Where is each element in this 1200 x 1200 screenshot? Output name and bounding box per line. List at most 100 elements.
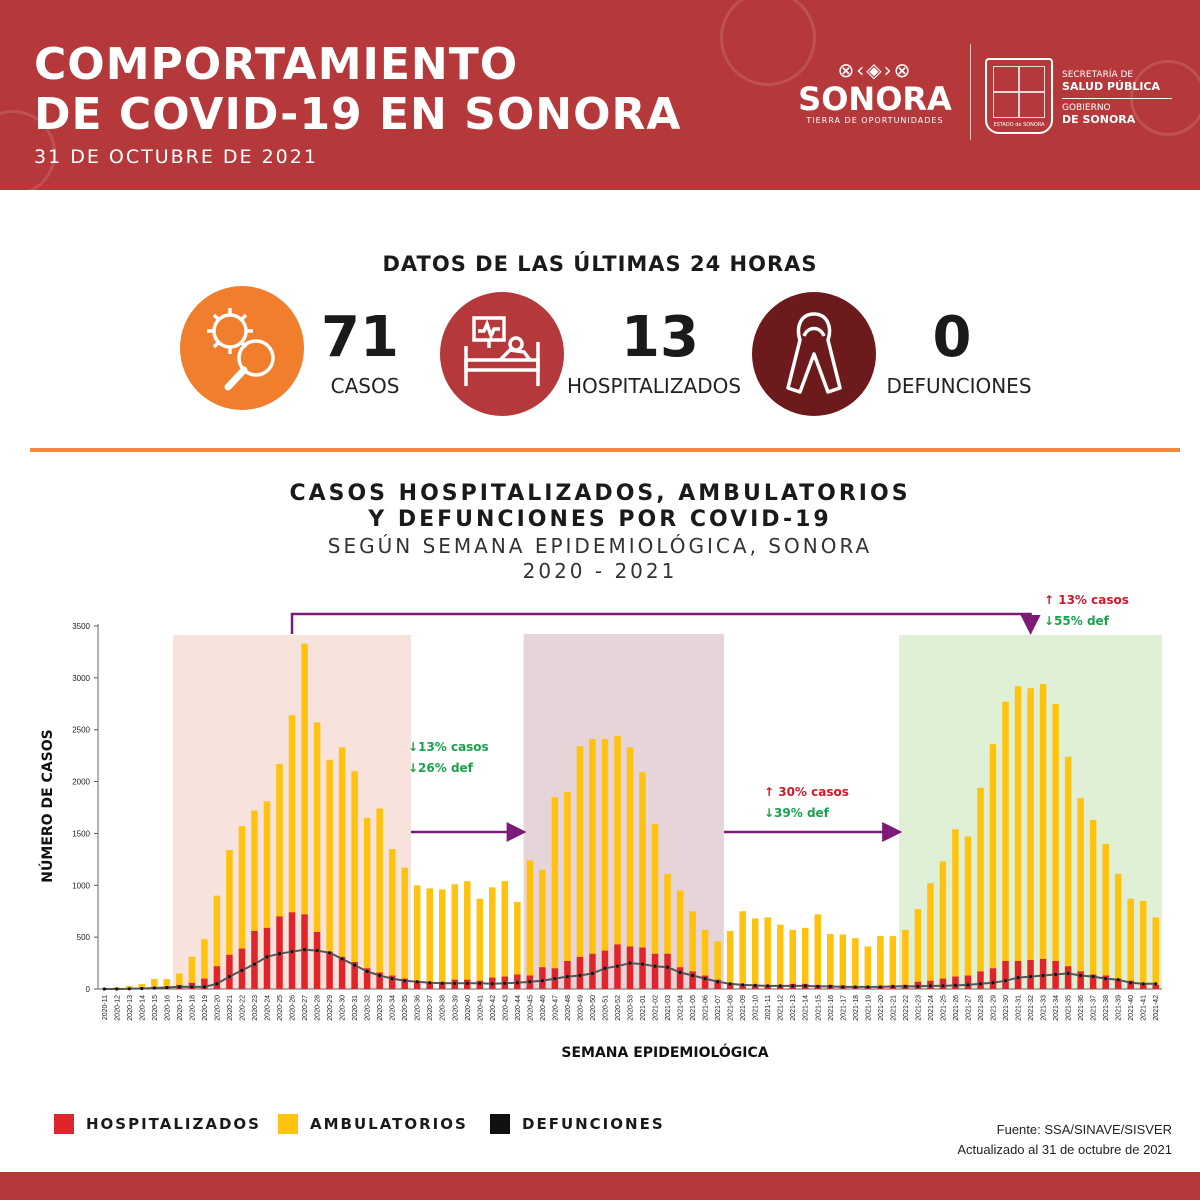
- x-tick-label: 2020-43: [502, 995, 509, 1021]
- bar-ambulatorios: [852, 938, 859, 986]
- bar-hospitalizados: [226, 954, 233, 989]
- bar-ambulatorios: [539, 869, 546, 968]
- annotation-casos-1: ↓13% casos: [408, 740, 489, 754]
- point-defunciones: [240, 968, 244, 972]
- point-defunciones: [102, 987, 106, 991]
- x-tick-label: 2020-23: [252, 995, 259, 1021]
- bar-ambulatorios: [589, 739, 596, 954]
- y-tick-label: 3500: [72, 622, 90, 631]
- bar-hospitalizados: [351, 962, 358, 989]
- x-tick-label: 2021-42: [1153, 995, 1160, 1021]
- deaths-value: 0: [932, 305, 972, 370]
- bar-ambulatorios: [1039, 684, 1047, 959]
- x-tick-label: 2020-50: [590, 995, 597, 1021]
- point-defunciones: [490, 982, 494, 986]
- point-defunciones: [766, 984, 770, 988]
- bar-ambulatorios: [551, 797, 559, 969]
- point-defunciones: [453, 981, 457, 985]
- annotation-casos-2: ↑ 30% casos: [764, 785, 849, 799]
- x-tick-label: 2020-27: [302, 995, 309, 1021]
- point-defunciones: [578, 973, 582, 978]
- point-defunciones: [603, 966, 607, 970]
- hospital-bed-icon: [464, 316, 540, 386]
- x-tick-label: 2020-48: [565, 995, 572, 1021]
- bar-hospitalizados: [376, 972, 383, 989]
- bar-hospitalizados: [363, 968, 371, 989]
- point-defunciones: [553, 977, 557, 981]
- x-tick-label: 2020-16: [164, 995, 171, 1021]
- point-defunciones: [1104, 977, 1108, 981]
- bar-ambulatorios: [626, 747, 634, 947]
- bar-ambulatorios: [801, 927, 809, 984]
- point-defunciones: [177, 985, 181, 989]
- x-tick-label: 2020-46: [540, 995, 547, 1021]
- bar-hospitalizados: [313, 931, 321, 989]
- bar-hospitalizados: [1077, 971, 1084, 989]
- title-line-2: DE COVID-19 EN SONORA: [34, 89, 682, 140]
- deaths-label: DEFUNCIONES: [886, 374, 1032, 398]
- sonora-logo-glyphs-icon: ⊗‹◈›⊗: [837, 58, 913, 82]
- bar-ambulatorios: [126, 985, 133, 989]
- point-defunciones: [615, 964, 620, 968]
- y-axis-title: NÚMERO DE CASOS: [38, 729, 56, 882]
- state-shield-icon: ESTADO de SONORA: [985, 58, 1053, 134]
- gobierno-label: GOBIERNO: [1062, 103, 1111, 113]
- bar-ambulatorios: [776, 924, 784, 985]
- x-tick-label: 2021-06: [703, 995, 710, 1021]
- point-defunciones: [878, 985, 882, 989]
- x-tick-label: 2021-15: [815, 995, 822, 1021]
- x-tick-label: 2020-13: [127, 995, 134, 1021]
- legend-label: AMBULATORIOS: [310, 1115, 468, 1133]
- bar-ambulatorios: [401, 867, 408, 979]
- x-tick-label: 2021-24: [928, 995, 935, 1021]
- y-tick-label: 0: [86, 985, 91, 994]
- x-tick-label: 2020-36: [415, 995, 422, 1021]
- chart-subtitle: SEGÚN SEMANA EPIDEMIOLÓGICA, SONORA: [327, 534, 873, 558]
- sonora-logo-tagline: TIERRA DE OPORTUNIDADES: [806, 116, 944, 125]
- bar-ambulatorios: [351, 771, 358, 963]
- x-tick-label: 2020-41: [477, 995, 484, 1021]
- x-tick-label: 2021-10: [753, 995, 760, 1021]
- bar-ambulatorios: [1002, 701, 1009, 961]
- bar-ambulatorios: [1077, 798, 1084, 972]
- bar-ambulatorios: [701, 929, 709, 976]
- secretaria-label: SECRETARÍA DE: [1062, 70, 1134, 80]
- bar-ambulatorios: [1102, 843, 1109, 976]
- bar-ambulatorios: [902, 929, 909, 985]
- bar-hospitalizados: [664, 953, 671, 989]
- x-tick-label: 2020-47: [552, 995, 559, 1021]
- shield-quadrant: [993, 92, 1019, 118]
- x-tick-label: 2020-30: [340, 995, 347, 1021]
- bar-hospitalizados: [726, 982, 734, 989]
- x-tick-label: 2020-29: [327, 995, 334, 1021]
- point-defunciones: [1041, 973, 1045, 978]
- point-defunciones: [1116, 978, 1120, 982]
- shield-quadrant: [1019, 66, 1045, 92]
- x-tick-label: 2020-22: [239, 995, 246, 1021]
- legend-swatch-defunciones: [490, 1114, 510, 1134]
- bar-ambulatorios: [1127, 898, 1134, 981]
- bar-hospitalizados: [714, 979, 721, 989]
- bar-ambulatorios: [914, 909, 922, 982]
- point-defunciones: [115, 987, 119, 991]
- point-defunciones: [816, 984, 820, 989]
- bar-hospitalizados: [1002, 960, 1009, 989]
- x-axis-title: SEMANA EPIDEMIOLÓGICA: [561, 1043, 768, 1061]
- bar-ambulatorios: [877, 936, 884, 986]
- bar-ambulatorios: [601, 739, 609, 951]
- x-tick-label: 2021-02: [653, 995, 660, 1021]
- point-defunciones: [152, 986, 156, 990]
- point-defunciones: [753, 983, 757, 987]
- x-tick-label: 2021-41: [1141, 995, 1148, 1021]
- legend-label: DEFUNCIONES: [522, 1115, 665, 1133]
- x-tick-label: 2021-28: [978, 995, 985, 1021]
- bar-ambulatorios: [426, 888, 433, 982]
- point-defunciones: [440, 981, 444, 985]
- point-defunciones: [302, 947, 307, 952]
- bar-ambulatorios: [739, 911, 746, 984]
- point-defunciones: [590, 971, 595, 976]
- chart-years: 2020 - 2021: [522, 559, 678, 583]
- point-defunciones: [1054, 972, 1058, 977]
- bar-ambulatorios: [176, 973, 183, 985]
- point-defunciones: [741, 983, 745, 987]
